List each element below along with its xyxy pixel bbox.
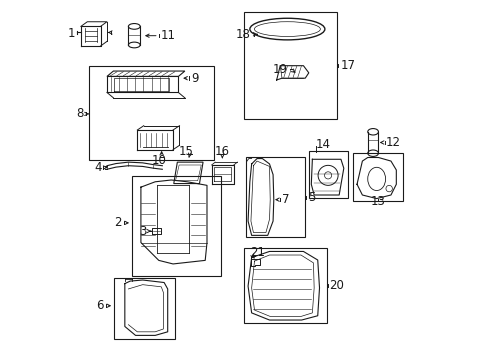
Bar — [246, 157, 305, 237]
Bar — [244, 248, 326, 323]
Text: 19: 19 — [272, 63, 287, 76]
Text: 18: 18 — [236, 28, 250, 41]
Text: 3: 3 — [139, 225, 147, 238]
Text: 10: 10 — [151, 154, 166, 167]
Text: 17: 17 — [340, 59, 354, 72]
Bar — [244, 12, 337, 119]
Text: 12: 12 — [385, 136, 400, 149]
Bar — [308, 152, 347, 198]
Bar — [353, 153, 403, 202]
Text: 1: 1 — [68, 27, 75, 40]
Text: 2: 2 — [114, 216, 122, 229]
Text: 15: 15 — [179, 145, 193, 158]
Text: 21: 21 — [250, 246, 264, 259]
Bar — [114, 278, 175, 339]
Text: 5: 5 — [307, 191, 315, 204]
Text: 20: 20 — [329, 279, 344, 292]
Text: 4: 4 — [94, 161, 102, 174]
Text: 16: 16 — [214, 145, 229, 158]
Bar — [132, 176, 221, 276]
Text: 11: 11 — [160, 29, 175, 42]
Text: 8: 8 — [76, 107, 83, 120]
Text: 6: 6 — [97, 299, 104, 312]
Text: 7: 7 — [282, 193, 289, 206]
Text: 9: 9 — [190, 72, 198, 85]
Text: 13: 13 — [369, 195, 385, 208]
Bar — [89, 66, 214, 160]
Text: 14: 14 — [315, 139, 330, 152]
